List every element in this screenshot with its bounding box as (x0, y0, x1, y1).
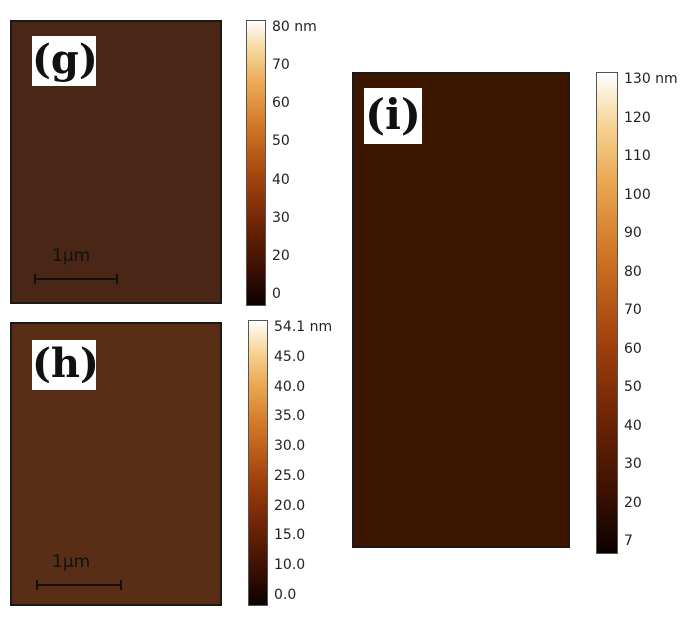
colorbar-tick-label: 70 (624, 302, 642, 318)
afm-image-h: (h) 1μm (10, 322, 222, 606)
colorbar-tick-label: 100 (624, 186, 651, 203)
colorbar-tick-label: 130 nm (624, 71, 678, 87)
colorbar-tick-label: 120 (624, 109, 651, 126)
scale-bar-line (36, 580, 122, 590)
scale-bar-label: 1μm (52, 552, 91, 572)
colorbar-tick-label: 70 (272, 57, 290, 74)
colorbar-tick-label: 0 (272, 286, 281, 302)
colorbar-i (596, 72, 618, 554)
afm-image-i: (i) (352, 72, 570, 548)
colorbar-tick-label: 60 (272, 95, 290, 112)
colorbar-tick-label: 80 (624, 263, 642, 280)
colorbar-tick-label: 30.0 (274, 438, 306, 455)
scale-bar-h: 1μm (36, 552, 124, 592)
colorbar-tick-label: 30 (624, 456, 642, 472)
colorbar-tick-label: 40.0 (274, 378, 306, 395)
colorbar-tick-label: 50 (624, 379, 642, 395)
colorbar-tick-label: 110 (624, 148, 651, 164)
colorbar-tick-label: 90 (624, 225, 642, 241)
afm-texture-i (354, 74, 568, 546)
colorbar-tick-label: 10.0 (274, 557, 306, 574)
colorbar-tick-label: 30 (272, 209, 290, 226)
colorbar-tick-label: 35.0 (274, 408, 306, 425)
colorbar-tick-label: 45.0 (274, 348, 306, 365)
colorbar-h (248, 320, 268, 606)
scale-bar-g: 1μm (34, 246, 120, 286)
colorbar-tick-label: 40 (624, 417, 642, 434)
afm-image-g: (g) 1μm (10, 20, 222, 304)
colorbar-tick-label: 20 (272, 247, 290, 264)
colorbar-tick-label: 0.0 (274, 587, 297, 603)
colorbar-tick-label: 50 (272, 133, 290, 150)
scale-bar-line (34, 274, 118, 284)
colorbar-tick-label: 7 (624, 533, 633, 549)
colorbar-tick-label: 25.0 (274, 467, 306, 484)
colorbar-tick-label: 60 (624, 340, 642, 357)
colorbar-tick-label: 40 (272, 171, 290, 188)
colorbar-tick-label: 80 nm (272, 19, 317, 35)
colorbar-tick-label: 15.0 (274, 527, 306, 544)
colorbar-tick-label: 20 (624, 494, 642, 511)
colorbar-tick-label: 20.0 (274, 497, 306, 514)
panel-label-g: (g) (32, 36, 98, 86)
colorbar-tick-label: 54.1 nm (274, 319, 333, 335)
panel-label-h: (h) (32, 340, 99, 390)
panel-label-i: (i) (364, 88, 422, 144)
colorbar-g (246, 20, 266, 306)
scale-bar-label: 1μm (52, 246, 91, 266)
